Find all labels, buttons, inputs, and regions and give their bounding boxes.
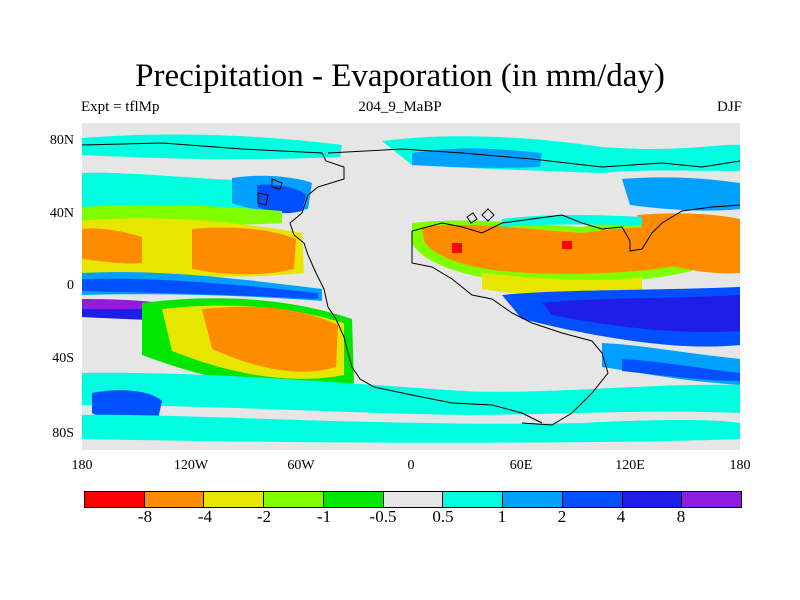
colorbar-swatch bbox=[622, 492, 683, 507]
season-label: DJF bbox=[716, 99, 742, 115]
landmass-outlines bbox=[82, 142, 740, 426]
plot-title: Precipitation - Evaporation (in mm/day) bbox=[135, 58, 665, 94]
x-tick-label: 0 bbox=[407, 458, 415, 473]
colorbar-swatch bbox=[323, 492, 384, 507]
colorbar-label: 4 bbox=[616, 507, 626, 526]
precipitation-evaporation-map bbox=[82, 123, 740, 450]
x-tick-label: 120E bbox=[615, 458, 645, 473]
time-label: 204_9_MaBP bbox=[358, 99, 442, 115]
colorbar-swatch bbox=[144, 492, 205, 507]
colorbar-label: -0.5 bbox=[369, 507, 397, 526]
x-tick-label: 180 bbox=[71, 458, 93, 473]
colorbar-swatch bbox=[682, 492, 742, 507]
colorbar-swatch bbox=[264, 492, 324, 507]
colorbar-swatch bbox=[562, 492, 623, 507]
colorbar-swatch bbox=[85, 492, 145, 507]
colorbar-swatch bbox=[204, 492, 265, 507]
colorbar-label: 8 bbox=[676, 507, 686, 526]
colorbar-label: -8 bbox=[137, 507, 153, 526]
colorbar bbox=[84, 491, 742, 508]
x-tick-label: 60E bbox=[509, 458, 533, 473]
y-tick-label: 80S bbox=[52, 426, 74, 441]
y-tick-label: 80N bbox=[49, 133, 74, 148]
colorbar-label: -4 bbox=[197, 507, 213, 526]
x-tick-label: 60W bbox=[287, 458, 315, 473]
colorbar-swatch bbox=[383, 492, 444, 507]
colorbar-label: 2 bbox=[557, 507, 567, 526]
contour-fields bbox=[82, 134, 740, 443]
experiment-label: Expt = tflMp bbox=[81, 99, 160, 115]
colorbar-swatch bbox=[443, 492, 504, 507]
y-tick-label: 40N bbox=[49, 206, 74, 221]
y-tick-label: 0 bbox=[67, 278, 74, 293]
x-tick-label: 120W bbox=[173, 458, 209, 473]
x-tick-label: 180 bbox=[729, 458, 751, 473]
colorbar-label: -1 bbox=[316, 507, 332, 526]
y-tick-label: 40S bbox=[52, 351, 74, 366]
colorbar-label: 1 bbox=[497, 507, 507, 526]
colorbar-label: 0.5 bbox=[432, 507, 454, 526]
colorbar-label: -2 bbox=[256, 507, 272, 526]
colorbar-swatch bbox=[503, 492, 563, 507]
